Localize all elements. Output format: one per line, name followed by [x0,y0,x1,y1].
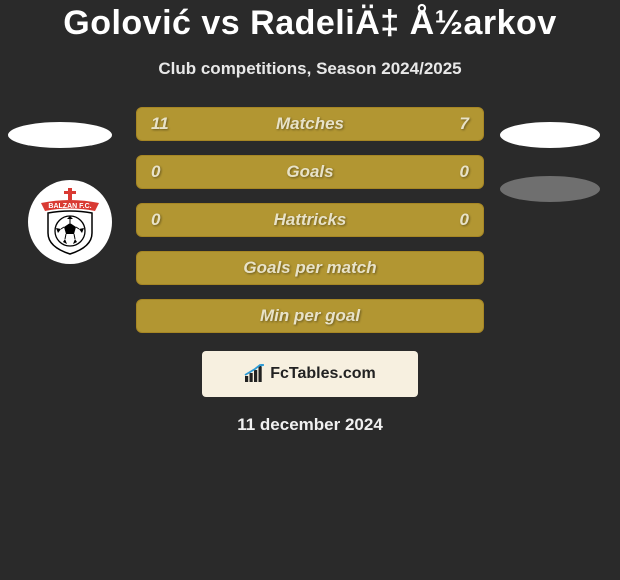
stat-left-value: 11 [151,114,169,134]
stat-left-value: 0 [151,210,160,230]
bar-chart-icon [244,364,266,384]
stat-label: Matches [137,114,483,134]
stat-label: Min per goal [137,306,483,326]
stat-row-goals-per-match: Goals per match [136,251,484,285]
stat-row-hattricks: 0Hattricks0 [136,203,484,237]
stat-left-value: 0 [151,162,160,182]
stat-row-goals: 0Goals0 [136,155,484,189]
stat-label: Hattricks [137,210,483,230]
stat-label: Goals per match [137,258,483,278]
page-title: Golović vs RadeliÄ‡ Å½arkov [0,0,620,43]
fctables-text: FcTables.com [270,365,376,383]
stat-right-value: 0 [460,162,469,182]
stat-label: Goals [137,162,483,182]
date-text: 11 december 2024 [0,415,620,435]
stat-row-matches: 11Matches7 [136,107,484,141]
stat-right-value: 0 [460,210,469,230]
fctables-badge[interactable]: FcTables.com [202,351,418,397]
stat-rows: 11Matches70Goals00Hattricks0Goals per ma… [136,107,484,333]
subtitle: Club competitions, Season 2024/2025 [0,59,620,79]
stat-row-min-per-goal: Min per goal [136,299,484,333]
stat-right-value: 7 [460,114,469,134]
